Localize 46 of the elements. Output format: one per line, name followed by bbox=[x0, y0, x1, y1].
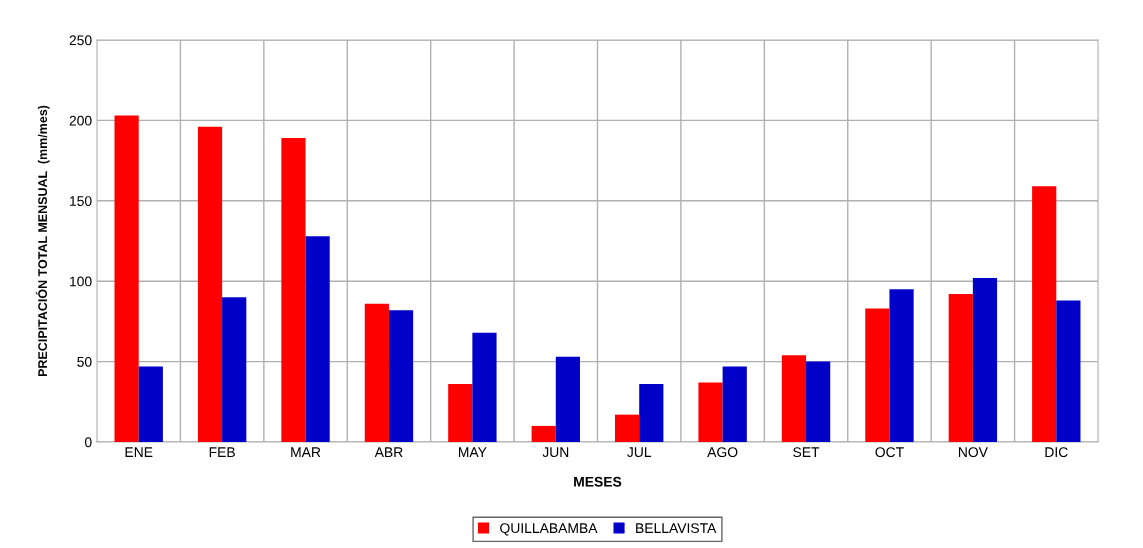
bar bbox=[197, 126, 223, 442]
x-tick-label: OCT bbox=[875, 447, 904, 458]
x-tick-label: NOV bbox=[958, 447, 988, 458]
bar bbox=[1032, 186, 1057, 442]
x-tick-label: DIC bbox=[1045, 447, 1068, 458]
bar bbox=[865, 308, 890, 442]
x-tick-label: MAR bbox=[291, 447, 321, 457]
bar bbox=[639, 384, 664, 442]
bar bbox=[222, 297, 247, 442]
bar bbox=[472, 332, 497, 442]
bar bbox=[972, 277, 998, 442]
x-tick-label: MAY bbox=[458, 447, 487, 457]
legend-label: QUILLABAMBA bbox=[500, 523, 598, 536]
bar bbox=[615, 414, 640, 442]
x-tick-label: JUN bbox=[542, 447, 569, 458]
bar bbox=[889, 289, 914, 442]
bar bbox=[138, 366, 163, 442]
bar bbox=[948, 294, 973, 442]
bar bbox=[698, 382, 723, 442]
legend-label: BELLAVISTA bbox=[636, 523, 717, 534]
bar bbox=[555, 356, 580, 442]
bar bbox=[806, 361, 831, 442]
bar bbox=[364, 303, 389, 442]
bar bbox=[114, 115, 139, 442]
y-tick-label: 150 bbox=[70, 196, 92, 206]
x-tick-label: ABR bbox=[374, 447, 403, 457]
y-tick-label: 200 bbox=[69, 115, 92, 126]
y-axis-title: PRECIPITACIÓN TOTAL MENSUAL (mm/mes) bbox=[35, 105, 50, 377]
bar bbox=[722, 366, 747, 442]
bar bbox=[1056, 300, 1081, 442]
y-tick-label: 0 bbox=[84, 437, 92, 448]
x-tick-label: ENE bbox=[125, 447, 153, 457]
y-tick-label: 250 bbox=[69, 35, 92, 46]
y-tick-label: 50 bbox=[77, 356, 92, 367]
x-tick-label: JUL bbox=[627, 447, 652, 458]
bar bbox=[448, 384, 473, 442]
x-tick-label: SET bbox=[793, 447, 820, 458]
bar bbox=[388, 310, 414, 442]
bar bbox=[305, 236, 330, 442]
bar bbox=[781, 355, 807, 442]
bar bbox=[281, 138, 306, 442]
y-tick-label: 100 bbox=[70, 276, 92, 287]
x-axis-title: MESES bbox=[574, 476, 622, 487]
x-tick-label: AGO bbox=[707, 447, 738, 458]
x-tick-label: FEB bbox=[209, 447, 235, 457]
bar bbox=[531, 425, 556, 442]
